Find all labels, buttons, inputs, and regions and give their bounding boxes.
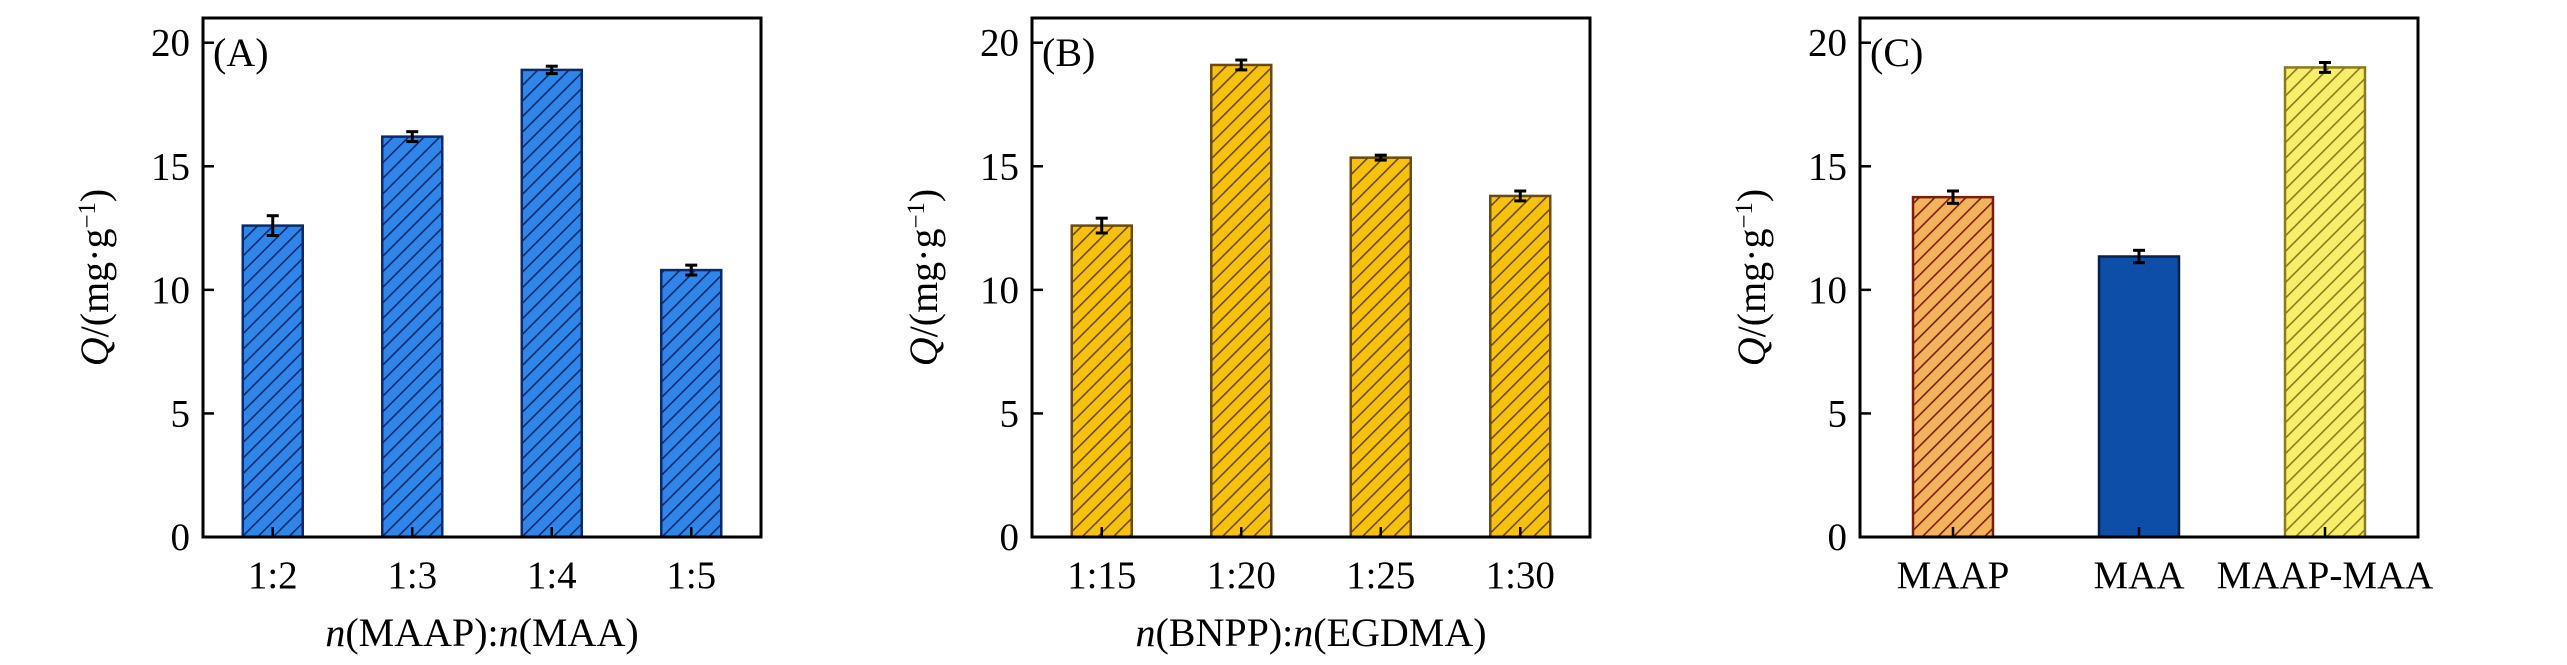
error-bar — [1514, 189, 1527, 203]
x-axis-label-part: n — [1135, 610, 1155, 655]
error-bar — [2319, 60, 2331, 74]
plot-frame — [201, 16, 763, 539]
y-tick-label: 5 — [171, 392, 191, 435]
bar-1-15 — [1070, 224, 1133, 539]
y-tick-label: 10 — [151, 269, 190, 312]
y-tick-label: 20 — [151, 22, 190, 65]
bar-1-2 — [241, 224, 304, 539]
bar-1-3 — [381, 135, 444, 539]
y-tick-label: 5 — [1828, 392, 1848, 435]
error-bar — [685, 263, 698, 277]
error-bar — [1235, 58, 1248, 72]
y-axis-label: Q/(mg·g−1) — [72, 189, 117, 366]
x-tick-label: 1:25 — [1346, 554, 1415, 597]
y-axis-label-part: ) — [901, 189, 946, 202]
plot-frame — [1858, 16, 2420, 539]
bar-maap-maa — [2283, 66, 2367, 539]
y-axis-label-part: ) — [72, 189, 117, 202]
y-tick-label: 0 — [171, 516, 191, 559]
panel-label: (C) — [1870, 30, 1923, 75]
y-tick-label: 15 — [151, 145, 190, 188]
y-tick-label: 10 — [1808, 269, 1847, 312]
y-tick-label: 20 — [980, 22, 1019, 65]
x-axis-label-part: (MAAP): — [345, 610, 498, 655]
x-axis-label-part: (EGDMA) — [1313, 610, 1486, 655]
y-tick-label: 5 — [1000, 392, 1020, 435]
y-tick-label: 20 — [1808, 22, 1847, 65]
y-axis-label-part: /(mg·g — [1729, 228, 1774, 337]
x-axis-label-part: n — [325, 610, 345, 655]
bar-maap — [1911, 195, 1995, 539]
x-tick-label: 1:2 — [248, 554, 298, 597]
plot-frame — [1030, 16, 1592, 539]
chart-panel-a: 1:2 1:3 1:4 1:5 0 5 10 15 20 (A) Q/(mg·g−1) n(MAAP)… — [72, 16, 763, 655]
bar-1-5 — [660, 268, 723, 539]
y-axis-label-part: /(mg·g — [901, 228, 946, 337]
panel-label: (A) — [213, 30, 269, 75]
x-tick-label: MAA — [2093, 554, 2184, 597]
y-tick-label: 10 — [980, 269, 1019, 312]
y-tick-label: 0 — [1828, 516, 1848, 559]
x-axis-label: n(MAAP):n(MAA) — [325, 610, 638, 655]
x-axis-label-part: (MAA) — [519, 610, 639, 655]
panel-label: (B) — [1042, 30, 1095, 75]
error-bar — [1374, 153, 1387, 162]
bar-1-4 — [520, 68, 583, 539]
y-axis-label-part: ) — [1729, 189, 1774, 202]
x-tick-label: 1:4 — [527, 554, 577, 597]
x-axis-label-part: (BNPP): — [1155, 610, 1293, 655]
y-axis-label-part: −1 — [903, 202, 930, 228]
bar-1-25 — [1349, 156, 1412, 539]
chart-panel-b: 1:15 1:20 1:25 1:30 0 5 10 15 20 (B) Q/(mg·g−1) n(B… — [901, 16, 1592, 655]
y-axis-label-part: −1 — [74, 202, 101, 228]
y-axis-label: Q/(mg·g−1) — [901, 189, 946, 366]
y-axis-label-part: Q — [72, 337, 117, 366]
y-axis-label-part: Q — [901, 337, 946, 366]
bar-1-20 — [1210, 63, 1273, 539]
error-bar — [406, 130, 419, 144]
x-axis-label: n(BNPP):n(EGDMA) — [1135, 610, 1486, 655]
error-bar — [1947, 189, 1959, 205]
x-tick-label: MAAP-MAA — [2217, 554, 2434, 597]
x-tick-label: 1:30 — [1486, 554, 1555, 597]
y-axis-label: Q/(mg·g−1) — [1729, 189, 1774, 366]
error-bar — [545, 64, 558, 76]
error-bar — [266, 214, 279, 237]
bar-1-30 — [1489, 194, 1552, 539]
x-axis-label-part: n — [499, 610, 519, 655]
x-tick-label: 1:3 — [387, 554, 437, 597]
bar-maa — [2097, 255, 2181, 539]
x-tick-label: 1:20 — [1207, 554, 1276, 597]
chart-panel-c: MAAP MAA MAAP-MAA 0 5 10 15 20 (C) Q/(mg·g−1) — [1729, 16, 2434, 597]
y-tick-label: 15 — [1808, 145, 1847, 188]
x-tick-label: MAAP — [1897, 554, 2010, 597]
y-axis-label-part: Q — [1729, 337, 1774, 366]
y-axis-label-part: −1 — [1731, 202, 1758, 228]
y-tick-label: 0 — [1000, 516, 1020, 559]
y-tick-label: 15 — [980, 145, 1019, 188]
error-bar — [1095, 216, 1108, 235]
x-tick-label: 1:5 — [666, 554, 716, 597]
error-bar — [2133, 248, 2145, 265]
x-tick-label: 1:15 — [1067, 554, 1136, 597]
x-axis-label-part: n — [1293, 610, 1313, 655]
y-axis-label-part: /(mg·g — [72, 228, 117, 337]
